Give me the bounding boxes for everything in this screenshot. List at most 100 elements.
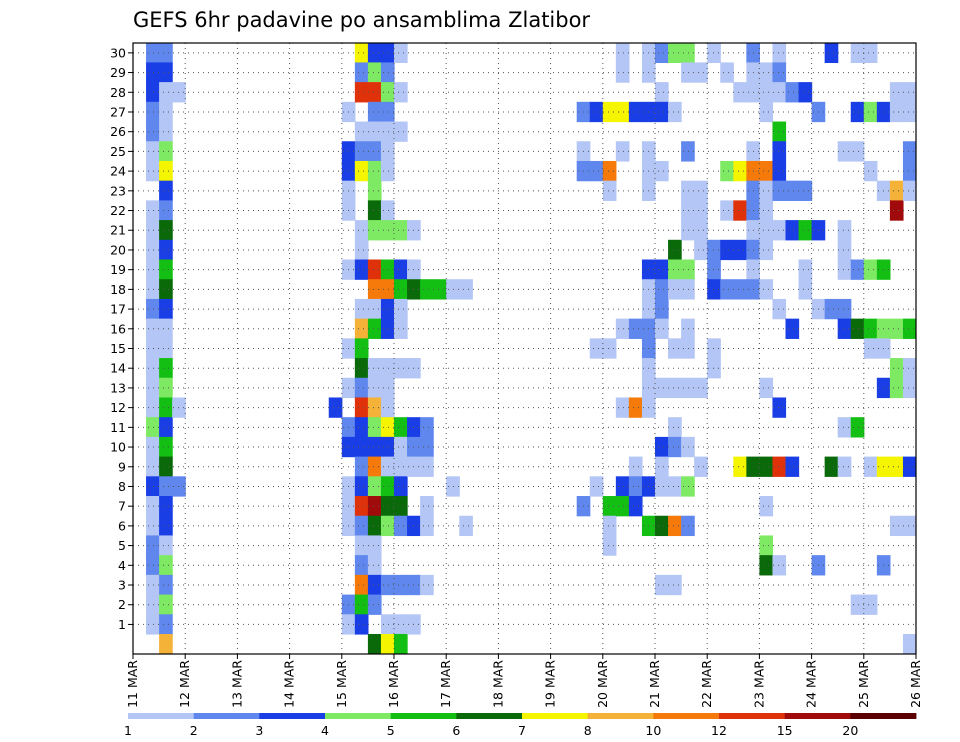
heatmap-cell xyxy=(380,574,395,596)
heatmap-cell xyxy=(602,515,617,537)
heatmap-cell xyxy=(380,220,395,241)
color-legend: 1 2 3 4 5 6 7 8 10 12 15 20 xyxy=(124,713,917,738)
heatmap-cell xyxy=(733,82,747,103)
heatmap-cell xyxy=(902,633,916,655)
heatmap-cell xyxy=(889,358,904,379)
heatmap-cell xyxy=(159,121,173,142)
heatmap-cell xyxy=(655,377,669,399)
heatmap-cell xyxy=(759,239,774,261)
heatmap-cell xyxy=(146,574,160,596)
heatmap-cell xyxy=(850,318,865,339)
x-tick-label: 19 MAR xyxy=(543,660,558,708)
y-tick-label: 3 xyxy=(118,578,126,593)
heatmap-cell xyxy=(146,436,160,458)
legend-label: 4 xyxy=(321,723,329,738)
heatmap-cell xyxy=(720,239,734,261)
heatmap-cell xyxy=(420,574,434,596)
heatmap-cell xyxy=(380,456,395,477)
heatmap-cell xyxy=(889,200,904,221)
heatmap-cell xyxy=(394,121,408,142)
heatmap-cell xyxy=(420,279,434,300)
heatmap-cell xyxy=(759,456,774,477)
heatmap-cell xyxy=(367,358,382,379)
heatmap-cell xyxy=(146,121,160,142)
heatmap-cell xyxy=(902,82,916,103)
heatmap-cell xyxy=(367,141,382,162)
legend-swatch xyxy=(784,713,851,719)
heatmap-cell xyxy=(889,515,904,537)
heatmap-cell xyxy=(328,397,343,418)
x-tick-label: 11 MAR xyxy=(125,660,140,708)
heatmap-cell xyxy=(615,42,630,64)
heatmap-cell xyxy=(772,160,787,182)
heatmap-cell xyxy=(146,594,160,615)
heatmap-cell xyxy=(837,318,852,339)
heatmap-cell xyxy=(354,397,369,418)
heatmap-cell xyxy=(146,298,160,320)
heatmap-cell xyxy=(602,496,617,517)
cells-layer xyxy=(146,42,916,655)
heatmap-cell xyxy=(889,101,904,123)
heatmap-cell xyxy=(655,515,669,537)
heatmap-cell xyxy=(380,496,395,517)
heatmap-cell xyxy=(367,42,382,64)
heatmap-cell xyxy=(159,42,173,64)
x-tick-label: 13 MAR xyxy=(229,660,244,708)
heatmap-cell xyxy=(146,476,160,497)
heatmap-cell xyxy=(146,220,160,241)
heatmap-cell xyxy=(615,496,630,517)
heatmap-cell xyxy=(772,555,787,576)
heatmap-cell xyxy=(902,101,916,123)
heatmap-cell xyxy=(707,358,721,379)
heatmap-cell xyxy=(837,456,852,477)
legend-label: 20 xyxy=(842,723,858,738)
heatmap-cell xyxy=(146,555,160,576)
heatmap-cell xyxy=(367,555,382,576)
heatmap-cell xyxy=(681,62,695,83)
heatmap-cell xyxy=(759,101,774,123)
heatmap-cell xyxy=(146,358,160,379)
heatmap-cell xyxy=(655,436,669,458)
y-tick-label: 6 xyxy=(118,518,126,533)
heatmap-cell xyxy=(159,377,173,399)
heatmap-cell xyxy=(889,456,904,477)
heatmap-cell xyxy=(615,101,630,123)
heatmap-cell xyxy=(146,82,160,103)
heatmap-cell xyxy=(367,101,382,123)
heatmap-cell xyxy=(759,220,774,241)
heatmap-cell xyxy=(367,160,382,182)
heatmap-cell xyxy=(380,42,395,64)
heatmap-cell xyxy=(367,594,382,615)
heatmap-cell xyxy=(380,298,395,320)
heatmap-cell xyxy=(602,535,617,556)
heatmap-cell xyxy=(367,121,382,142)
heatmap-cell xyxy=(772,220,787,241)
heatmap-cell xyxy=(615,397,630,418)
y-tick-label: 16 xyxy=(110,321,126,336)
legend-swatch xyxy=(456,713,523,719)
heatmap-cell xyxy=(380,397,395,418)
heatmap-cell xyxy=(785,180,800,201)
x-tick-label: 24 MAR xyxy=(804,660,819,708)
heatmap-cell xyxy=(824,42,839,64)
heatmap-cell xyxy=(354,220,369,241)
x-tick-label: 22 MAR xyxy=(699,660,714,708)
heatmap-cell xyxy=(380,62,395,83)
heatmap-cell xyxy=(759,535,774,556)
heatmap-cell xyxy=(668,476,682,497)
heatmap-cell xyxy=(354,42,369,64)
heatmap-cell xyxy=(707,279,721,300)
heatmap-cell xyxy=(146,614,160,635)
heatmap-cell xyxy=(367,456,382,477)
x-tick-label: 16 MAR xyxy=(386,660,401,708)
heatmap-cell xyxy=(759,62,774,83)
heatmap-cell xyxy=(759,200,774,221)
heatmap-cell xyxy=(146,42,160,64)
heatmap-cell xyxy=(694,180,708,201)
x-tick-label: 20 MAR xyxy=(595,660,610,708)
legend-label: 10 xyxy=(645,723,661,738)
heatmap-cell xyxy=(798,82,813,103)
heatmap-cell xyxy=(694,377,708,399)
heatmap-cell xyxy=(733,160,747,182)
heatmap-cell xyxy=(681,377,695,399)
